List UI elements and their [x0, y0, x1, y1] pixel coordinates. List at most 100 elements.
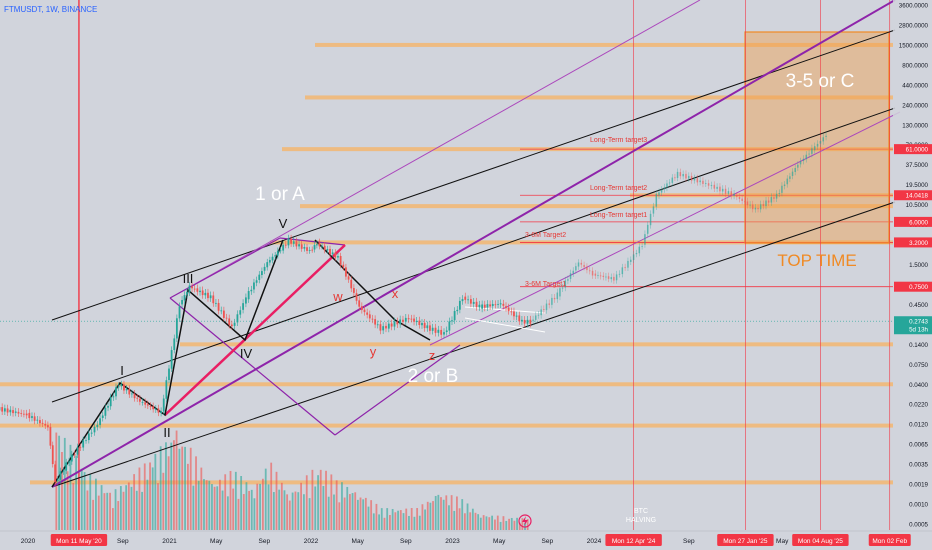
time-tick-label: 2023	[445, 538, 460, 545]
volume-bars	[55, 430, 529, 530]
candle-body	[624, 267, 626, 269]
volume-bar	[253, 498, 256, 530]
volume-bar	[226, 496, 229, 530]
volume-bar	[205, 480, 208, 530]
candle-body	[751, 204, 754, 210]
volume-bar	[170, 442, 173, 530]
candle-body	[415, 320, 418, 323]
candle-body	[783, 184, 786, 187]
candle-body	[379, 324, 382, 331]
volume-bar	[524, 522, 526, 530]
candle-body	[733, 193, 735, 196]
wave-label-w: w	[332, 289, 343, 304]
candle-body	[382, 326, 385, 331]
candle-body	[743, 201, 746, 203]
candle-body	[813, 146, 816, 151]
volume-bar	[335, 480, 338, 530]
volume-bar	[106, 492, 109, 530]
volume-bar	[424, 509, 426, 530]
volume-bar	[61, 451, 63, 530]
volume-bar	[485, 516, 488, 530]
volume-bar	[448, 505, 450, 530]
candle-body	[610, 277, 613, 280]
volume-bar	[264, 468, 267, 530]
candle-body	[204, 292, 207, 296]
price-axis[interactable]: 3600.0000 2800.0000 1500.0000 800.0000 440.0…	[893, 0, 932, 530]
candle-body	[741, 198, 743, 201]
symbol-label: FTMUSDT, 1W, BINANCE	[4, 5, 97, 14]
volume-bar	[261, 478, 264, 530]
candle-body	[268, 260, 271, 263]
candle-body	[396, 321, 399, 325]
candle-body	[342, 264, 345, 268]
candle-body	[261, 271, 263, 276]
volume-bar	[178, 448, 181, 530]
volume-bar	[521, 518, 524, 530]
volume-bar	[72, 482, 75, 530]
channel-middle-line	[51, 107, 896, 403]
candle-body	[59, 471, 62, 480]
candle-body	[276, 250, 279, 256]
candle-body	[186, 291, 188, 295]
candle-body	[716, 186, 718, 189]
candle-body	[407, 318, 410, 320]
volume-bar	[192, 485, 195, 530]
candle-body	[627, 260, 629, 268]
volume-bar	[341, 482, 343, 530]
candle-body	[49, 426, 52, 446]
volume-bar	[119, 486, 122, 530]
volume-bar	[259, 483, 261, 530]
candle-body	[144, 402, 147, 405]
lightning-icon[interactable]	[518, 514, 532, 528]
candle-body	[770, 197, 773, 203]
candle-body	[469, 299, 472, 304]
candle-body	[282, 244, 285, 251]
candle-body	[242, 303, 244, 310]
volume-bar	[319, 469, 322, 530]
volume-bar	[157, 483, 159, 530]
candle-body	[109, 397, 112, 407]
candle-body	[472, 301, 475, 304]
candle-body	[671, 177, 674, 183]
volume-bar	[275, 471, 278, 530]
candle-body	[799, 161, 802, 165]
candle-body	[168, 368, 170, 381]
candle-body	[300, 244, 303, 249]
candle-body	[431, 327, 434, 331]
channel-upper-line	[51, 29, 896, 321]
volume-bar	[346, 486, 349, 530]
candle-body	[583, 264, 585, 268]
volume-bar	[80, 468, 83, 530]
candle-body	[39, 420, 41, 424]
candle-body	[413, 318, 415, 322]
candle-body	[730, 191, 733, 197]
candle-body	[564, 280, 567, 288]
volume-bar	[216, 486, 219, 530]
time-axis[interactable]: 2020 Mon 11 May '20 Sep 2021 May Sep 2022 May Se…	[0, 530, 932, 550]
volume-bar	[203, 479, 205, 530]
volume-bar	[338, 502, 341, 530]
candle-body	[107, 406, 109, 408]
volume-bar	[303, 494, 305, 530]
volume-bar	[270, 462, 273, 530]
candle-body	[217, 302, 220, 311]
candle-body	[526, 319, 529, 324]
candle-body	[258, 274, 261, 280]
candle-body	[154, 408, 157, 410]
volume-bar	[450, 495, 453, 530]
candle-body	[696, 178, 699, 183]
price-badge-label: 61.0000	[906, 147, 929, 154]
time-tick-label: Mon 02 Feb	[872, 538, 907, 545]
candle-body	[518, 315, 521, 322]
volume-bar	[181, 446, 184, 530]
candle-body	[605, 276, 607, 278]
candle-body	[313, 245, 316, 250]
time-tick-label: Sep	[683, 538, 695, 545]
candle-body	[345, 267, 347, 277]
candle-body	[649, 213, 652, 226]
time-tick-label: Mon 11 May '20	[56, 538, 102, 545]
candle-body	[271, 256, 274, 261]
candle-body	[99, 418, 101, 426]
volume-bar	[322, 486, 325, 530]
